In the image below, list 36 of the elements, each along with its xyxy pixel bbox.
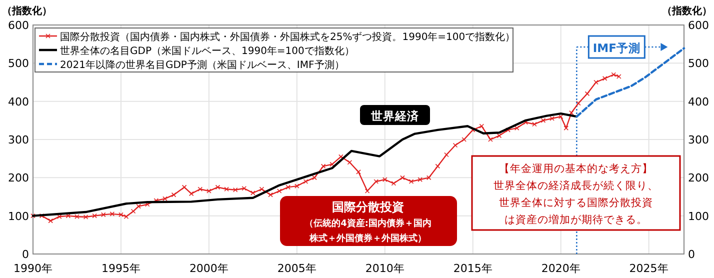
annotation: 世界全体に対する国際分散投資: [499, 196, 653, 209]
legend-label: 2021年以降の世界名目GDP予測（米国ドルベース、IMF予測）: [60, 59, 344, 71]
annotation: 株式＋外国債券＋外国株式）: [308, 233, 426, 244]
x-tick-label: 2005年: [277, 262, 316, 275]
x-tick-label: 2010年: [365, 262, 404, 275]
x-tick-label: 2015年: [453, 262, 492, 275]
y-tick-label: 400: [8, 95, 29, 108]
x-tick-label: 2000年: [189, 262, 228, 275]
annotation: 国際分散投資: [332, 200, 404, 214]
x-tick-label: 2020年: [541, 262, 580, 275]
annotation: は資産の増加が期待できる。: [504, 213, 648, 226]
y-tick-label: 600: [8, 19, 29, 32]
x-tick-label: 1995年: [101, 262, 140, 275]
x-tick-label: 2025年: [629, 262, 668, 275]
y2-tick-label: 200: [688, 172, 709, 185]
y-tick-label: 0: [22, 248, 29, 261]
y-tick-label: 300: [8, 134, 29, 146]
legend-label: 世界全体の名目GDP（米国ドルベース、1990年=100で指数化）: [60, 45, 354, 57]
x-tick-label: 1990年: [14, 262, 52, 275]
y-tick-label: 500: [8, 57, 29, 70]
annotation: 世界全体の経済成長が続く限り、: [494, 179, 658, 192]
y2-tick-label: 500: [688, 57, 709, 70]
y2-tick-label: 400: [688, 95, 709, 108]
y2-tick-label: 100: [688, 210, 709, 223]
annotation: 【年金運用の基本的な考え方】: [499, 162, 653, 175]
legend-label: 国際分散投資（国内債券・国内株式・外国債券・外国株式を25%ずつ投資。1990年=100で指数化）: [60, 31, 516, 43]
y2-tick-label: 300: [688, 134, 709, 146]
annotation: （伝統的4資産:国内債券＋国内: [304, 218, 432, 229]
ref-line-label: IMF予測: [592, 41, 640, 55]
y-axis-title: （指数化）: [2, 5, 52, 17]
y-tick-label: 100: [8, 210, 29, 223]
y2-tick-label: 0: [688, 248, 695, 261]
y2-tick-label: 600: [688, 19, 709, 32]
annotation: 世界経済: [370, 109, 420, 123]
y-tick-label: 200: [8, 172, 29, 185]
y2-axis-title: （指数化）: [662, 5, 712, 17]
